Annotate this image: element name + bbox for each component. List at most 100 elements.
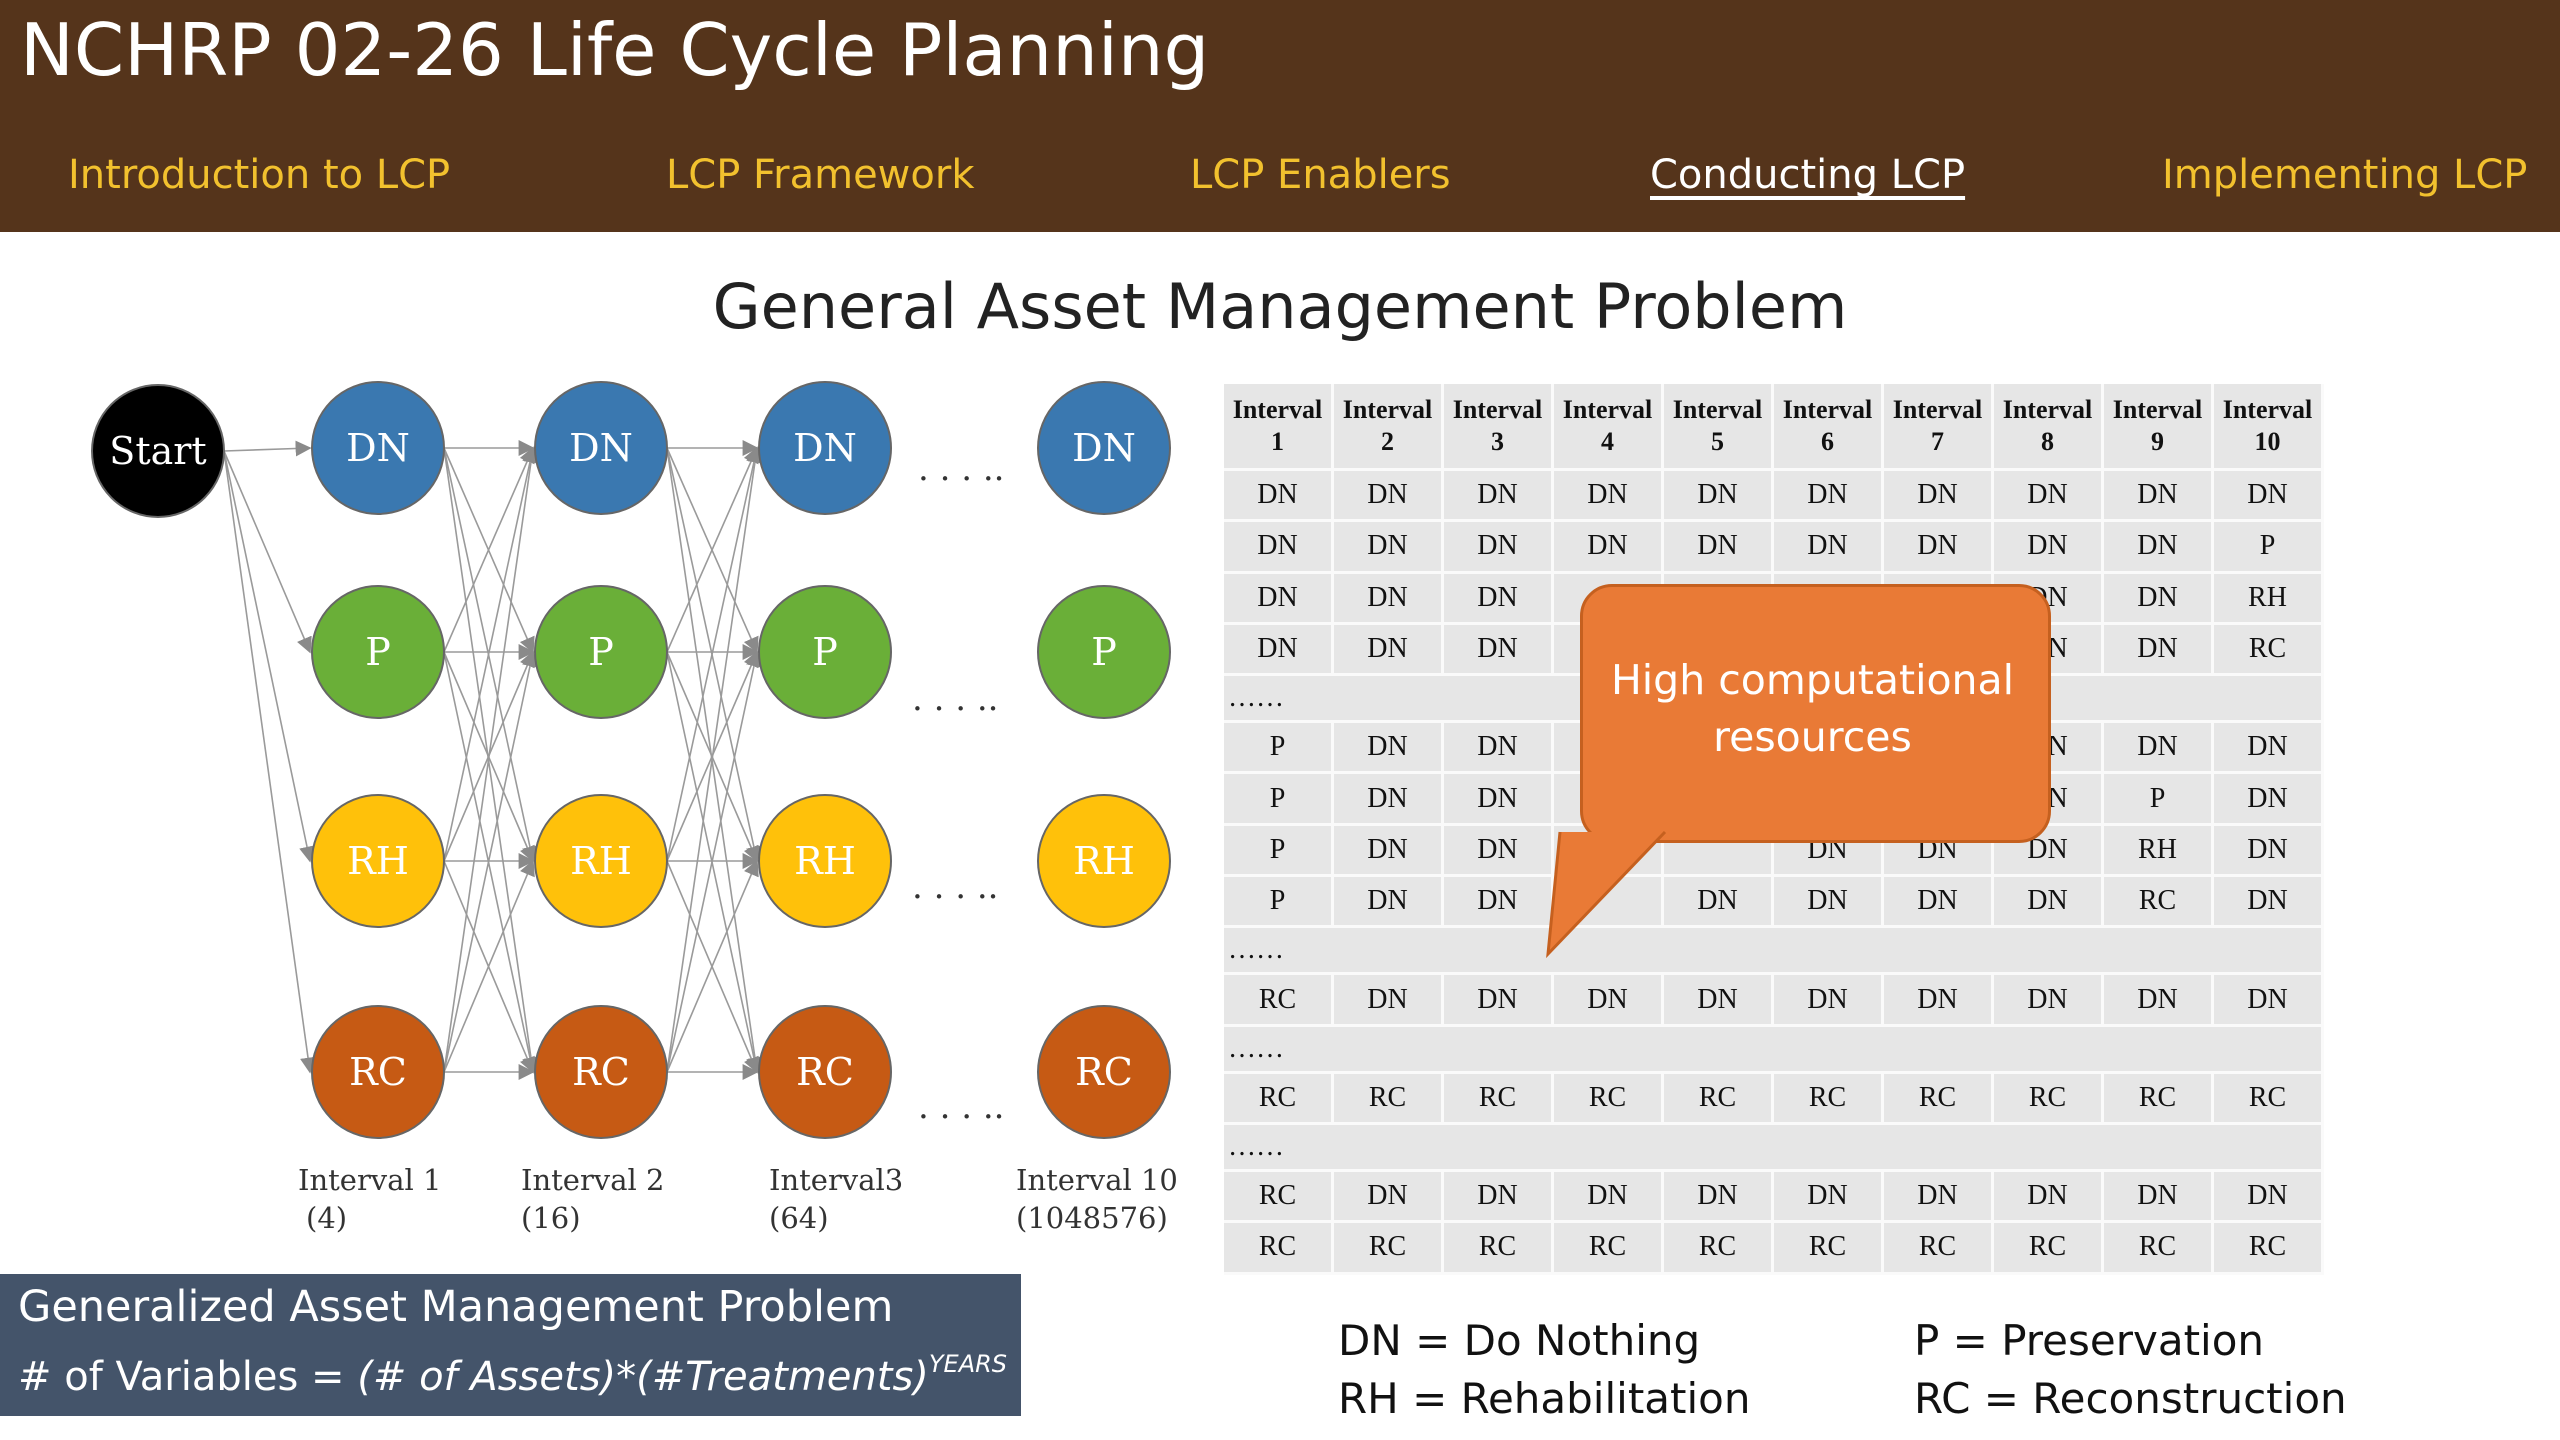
- table-cell: RC: [1662, 1072, 1774, 1125]
- node-interval-1-p-circle: [311, 585, 445, 719]
- table-header-interval-4: Interval 4: [1552, 384, 1664, 471]
- table-cell: DN: [1442, 824, 1554, 878]
- edge-i2-rc-to-p: [666, 650, 762, 1073]
- table-gap-cell: ……: [1224, 1123, 2324, 1172]
- table-cell: DN: [1332, 1170, 1444, 1224]
- node-interval-1-rc: RC: [311, 1005, 445, 1139]
- table-cell: DN: [2102, 1170, 2214, 1224]
- table-cell: DN: [1992, 1170, 2104, 1224]
- node-interval-3-rh-circle: [758, 794, 892, 928]
- node-interval-4-dn-circle: [1037, 381, 1171, 515]
- node-interval-1-rh-label: RH: [347, 839, 409, 883]
- table-header-interval-2: Interval 2: [1332, 384, 1444, 471]
- table-cell: DN: [1662, 1170, 1774, 1224]
- nav-introduction-to-lcp[interactable]: Introduction to LCP: [68, 152, 451, 198]
- ellipsis-row-rh: . . . ..: [912, 867, 998, 907]
- node-interval-3-rc-label: RC: [796, 1050, 854, 1094]
- table-row: RC DN DN DN DN DN DN DN DN DN: [1224, 973, 2324, 1027]
- table-cell: DN: [2212, 875, 2324, 929]
- callout-line-1: High computational: [1610, 656, 2015, 704]
- node-interval-1-rh-circle: [311, 794, 445, 928]
- table-cell: DN: [1882, 875, 1994, 929]
- tree-nodes: Start DN P RH RC DN P RH RC DN P RH RC DN P RH RC: [91, 381, 1171, 1139]
- table-row: RC DN DN DN DN DN DN DN DN DN: [1224, 1170, 2324, 1224]
- node-interval-1-p-label: P: [365, 630, 391, 674]
- interval-10-label: Interval 10: [1016, 1163, 1178, 1197]
- table-cell: DN: [1882, 973, 1994, 1027]
- nav-lcp-framework[interactable]: LCP Framework: [666, 152, 975, 198]
- node-interval-2-rh-circle: [534, 794, 668, 928]
- table-cell: RC: [1662, 1221, 1774, 1275]
- table-cell: DN: [1552, 520, 1664, 574]
- table-cell: RH: [2212, 572, 2324, 625]
- edge-i1-p-to-dn: [443, 446, 535, 653]
- table-cell: P: [1224, 772, 1334, 826]
- table-cell: RC: [1882, 1221, 1994, 1275]
- nav-implementing-lcp[interactable]: Implementing LCP: [2162, 152, 2528, 198]
- table-cell: DN: [2102, 973, 2214, 1027]
- start-node-circle: [91, 384, 225, 518]
- table-cell: DN: [1992, 973, 2104, 1027]
- table-gap-cell: ……: [1224, 1025, 2324, 1074]
- table-cell: DN: [2212, 824, 2324, 878]
- table-cell: DN: [1882, 520, 1994, 574]
- table-cell: RC: [1442, 1072, 1554, 1125]
- table-cell: DN: [1224, 520, 1334, 574]
- table-cell: RC: [1442, 1221, 1554, 1275]
- table-cell: DN: [1442, 572, 1554, 625]
- interval-3-label: Interval3: [769, 1163, 903, 1197]
- table-cell: DN: [1442, 973, 1554, 1027]
- node-interval-4-dn: DN: [1037, 381, 1171, 515]
- table-cell: DN: [1662, 469, 1774, 523]
- table-cell: DN: [1772, 973, 1884, 1027]
- ellipsis-row-p: . . . ..: [912, 679, 998, 719]
- interval-1-label: Interval 1: [298, 1163, 441, 1197]
- legend-rc: RC = Reconstruction: [1914, 1374, 2347, 1423]
- node-interval-2-p-circle: [534, 585, 668, 719]
- table-row: DN DN DN DN DN DN DN DN DN DN: [1224, 469, 2324, 523]
- table-cell: DN: [1332, 623, 1444, 677]
- table-header-interval-10: Interval 10: [2212, 384, 2324, 471]
- legend-rh: RH = Rehabilitation: [1338, 1374, 1751, 1423]
- table-cell: DN: [2212, 973, 2324, 1027]
- node-interval-3-rh: RH: [758, 794, 892, 928]
- table-cell: DN: [1882, 469, 1994, 523]
- table-cell: DN: [1332, 824, 1444, 878]
- table-header-interval-9: Interval 9: [2102, 384, 2214, 471]
- table-cell: DN: [1224, 623, 1334, 677]
- node-interval-1-dn-label: DN: [346, 426, 410, 470]
- table-cell: P: [2212, 520, 2324, 574]
- edge-i2-rc-to-rh: [666, 859, 759, 1073]
- node-interval-4-rh-label: RH: [1073, 839, 1135, 883]
- table-gap-cell: ……: [1224, 926, 2324, 976]
- formula-expression: # of Variables = (# of Assets)*(#Treatme…: [18, 1350, 1007, 1400]
- table-cell: RC: [2102, 1221, 2214, 1275]
- table-cell: RH: [2102, 824, 2214, 878]
- node-interval-2-p-label: P: [588, 630, 614, 674]
- formula-exponent: YEARS: [928, 1350, 1008, 1378]
- callout-text: High computational resources: [1580, 652, 2045, 766]
- table-header-row: Interval 1 Interval 2 Interval 3 Interval 4 Inte…: [1224, 384, 2324, 471]
- table-gap-row: ……: [1224, 1123, 2324, 1172]
- nav-lcp-enablers[interactable]: LCP Enablers: [1190, 152, 1451, 198]
- table-row: DN DN DN DN DN DN DN DN DN P: [1224, 520, 2324, 574]
- table-cell: DN: [1992, 469, 2104, 523]
- table-cell: DN: [1332, 520, 1444, 574]
- ellipsis-row-dn: . . . ..: [918, 449, 1004, 489]
- node-interval-2-rc: RC: [534, 1005, 668, 1139]
- node-interval-4-rh-circle: [1037, 794, 1171, 928]
- node-interval-4-rc: RC: [1037, 1005, 1171, 1139]
- edge-i2-rh-to-dn: [666, 446, 762, 862]
- edge-start-to-rc: [223, 450, 316, 1074]
- table-cell: RC: [1552, 1072, 1664, 1125]
- nav-conducting-lcp[interactable]: Conducting LCP: [1650, 152, 1966, 198]
- table-cell: RC: [1992, 1072, 2104, 1125]
- table-cell: DN: [2212, 772, 2324, 826]
- table-cell: DN: [1662, 520, 1774, 574]
- node-interval-4-p-circle: [1037, 585, 1171, 719]
- table-header-interval-7: Interval 7: [1882, 384, 1994, 471]
- edge-i1-rc-to-rh: [443, 859, 535, 1073]
- table-cell: RC: [1332, 1072, 1444, 1125]
- node-interval-1-rc-label: RC: [349, 1050, 407, 1094]
- decision-tree-diagram: Start DN P RH RC DN P RH RC DN P RH RC DN P RH RC . . . …: [91, 381, 1178, 1235]
